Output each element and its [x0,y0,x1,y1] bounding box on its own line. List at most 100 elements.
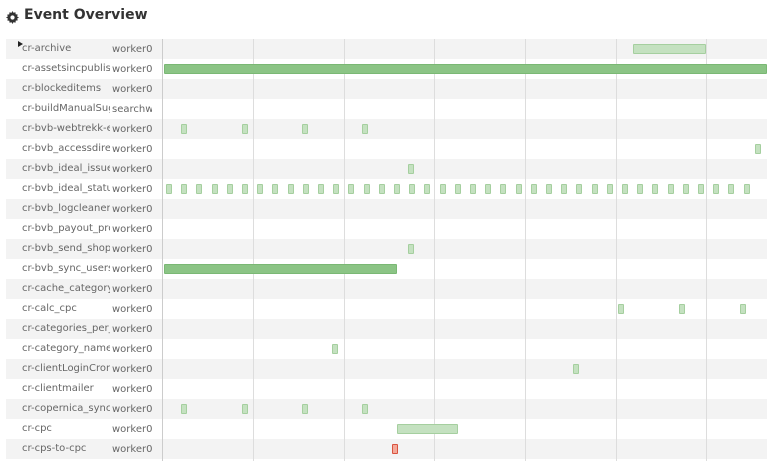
event-bar[interactable] [227,184,233,194]
event-row[interactable]: cr-copernica_sync worker0 [6,399,767,419]
event-bar[interactable] [397,424,458,434]
event-row[interactable]: cr-cps-to-cpc worker0 [6,439,767,459]
event-row[interactable]: cr-blockeditems worker0 [6,79,767,99]
event-bar-error[interactable] [392,444,398,454]
event-bar[interactable] [409,184,415,194]
event-row[interactable]: cr-category_names worker0 [6,339,767,359]
event-row[interactable]: cr-assetsincpublish worker0 [6,59,767,79]
event-row[interactable]: cr-bvb_sync_users worker0 [6,259,767,279]
event-bar[interactable] [288,184,294,194]
event-bar[interactable] [698,184,704,194]
event-name[interactable]: cr-copernica_sync [22,403,110,414]
event-bar[interactable] [622,184,628,194]
event-bar[interactable] [637,184,643,194]
event-bar[interactable] [561,184,567,194]
event-bar[interactable] [728,184,734,194]
event-bar[interactable] [242,404,248,414]
event-bar[interactable] [181,404,187,414]
event-name[interactable]: cr-bvb_payout_process [22,223,110,234]
event-bar[interactable] [546,184,552,194]
event-bar[interactable] [683,184,689,194]
event-bar[interactable] [679,304,685,314]
event-bar[interactable] [181,184,187,194]
event-bar[interactable] [424,184,430,194]
event-bar[interactable] [272,184,278,194]
event-bar[interactable] [408,244,414,254]
event-bar[interactable] [576,184,582,194]
event-bar[interactable] [740,304,746,314]
event-row[interactable]: cr-calc_cpc worker0 [6,299,767,319]
event-row[interactable]: cr-buildManualSuggestsearchworker [6,99,767,119]
event-bar[interactable] [592,184,598,194]
event-bar[interactable] [394,184,400,194]
event-row[interactable]: cr-bvb_payout_processworker0 [6,219,767,239]
event-bar[interactable] [332,344,338,354]
expand-arrow-icon[interactable] [18,41,23,47]
event-bar[interactable] [618,304,624,314]
event-name[interactable]: cr-archive [22,43,72,54]
event-bar[interactable] [470,184,476,194]
gear-icon[interactable] [6,9,19,24]
event-name[interactable]: cr-buildManualSuggest [22,103,110,114]
event-bar[interactable] [573,364,579,374]
event-name[interactable]: cr-cpc [22,423,52,434]
event-row[interactable]: cr-archive worker0 [6,39,767,59]
event-name[interactable]: cr-bvb_accessdirect [22,143,110,154]
event-bar[interactable] [500,184,506,194]
event-row[interactable]: cr-bvb_send_shop worker0 [6,239,767,259]
event-name[interactable]: cr-bvb-webtrekk-export [22,123,110,134]
event-name[interactable]: cr-bvb_ideal_issuers [22,163,110,174]
event-name[interactable]: cr-cache_category [22,283,110,294]
event-bar[interactable] [668,184,674,194]
event-name[interactable]: cr-categories_per_shop [22,323,110,334]
event-row[interactable]: cr-bvb_ideal_status worker0 [6,179,767,199]
event-bar[interactable] [485,184,491,194]
event-bar[interactable] [166,184,172,194]
event-row[interactable]: cr-bvb_accessdirectworker0 [6,139,767,159]
event-bar[interactable] [755,144,761,154]
event-bar[interactable] [212,184,218,194]
event-name[interactable]: cr-bvb_logcleaner [22,203,110,214]
event-bar[interactable] [196,184,202,194]
event-row[interactable]: cr-cache_category worker0 [6,279,767,299]
event-bar[interactable] [516,184,522,194]
event-bar[interactable] [362,404,368,414]
event-bar[interactable] [302,124,308,134]
event-name[interactable]: cr-bvb_sync_users [22,263,110,274]
event-bar[interactable] [242,124,248,134]
event-row[interactable]: cr-bvb_logcleaner worker0 [6,199,767,219]
event-bar[interactable] [408,164,414,174]
event-bar[interactable] [364,184,370,194]
event-bar[interactable] [348,184,354,194]
event-bar[interactable] [440,184,446,194]
event-bar[interactable] [633,44,706,54]
event-bar[interactable] [303,184,309,194]
event-name[interactable]: cr-category_names [22,343,110,354]
event-bar[interactable] [333,184,339,194]
event-name[interactable]: cr-calc_cpc [22,303,77,314]
event-bar[interactable] [713,184,719,194]
event-row[interactable]: cr-clientmailer worker0 [6,379,767,399]
event-bar[interactable] [318,184,324,194]
event-row[interactable]: cr-cpc worker0 [6,419,767,439]
event-bar[interactable] [607,184,613,194]
event-bar[interactable] [531,184,537,194]
event-bar[interactable] [302,404,308,414]
event-bar[interactable] [379,184,385,194]
event-name[interactable]: cr-bvb_send_shop [22,243,110,254]
event-row[interactable]: cr-bvb-webtrekk-exportworker0 [6,119,767,139]
event-bar[interactable] [181,124,187,134]
event-name[interactable]: cr-bvb_ideal_status [22,183,110,194]
event-bar[interactable] [257,184,263,194]
event-name[interactable]: cr-blockeditems [22,83,102,94]
event-bar[interactable] [242,184,248,194]
event-bar[interactable] [652,184,658,194]
event-name[interactable]: cr-clientLoginCron [22,363,110,374]
event-bar[interactable] [164,64,767,74]
event-name[interactable]: cr-assetsincpublish [22,63,110,74]
event-bar[interactable] [362,124,368,134]
event-bar[interactable] [744,184,750,194]
event-name[interactable]: cr-cps-to-cpc [22,443,87,454]
event-row[interactable]: cr-bvb_ideal_issuersworker0 [6,159,767,179]
